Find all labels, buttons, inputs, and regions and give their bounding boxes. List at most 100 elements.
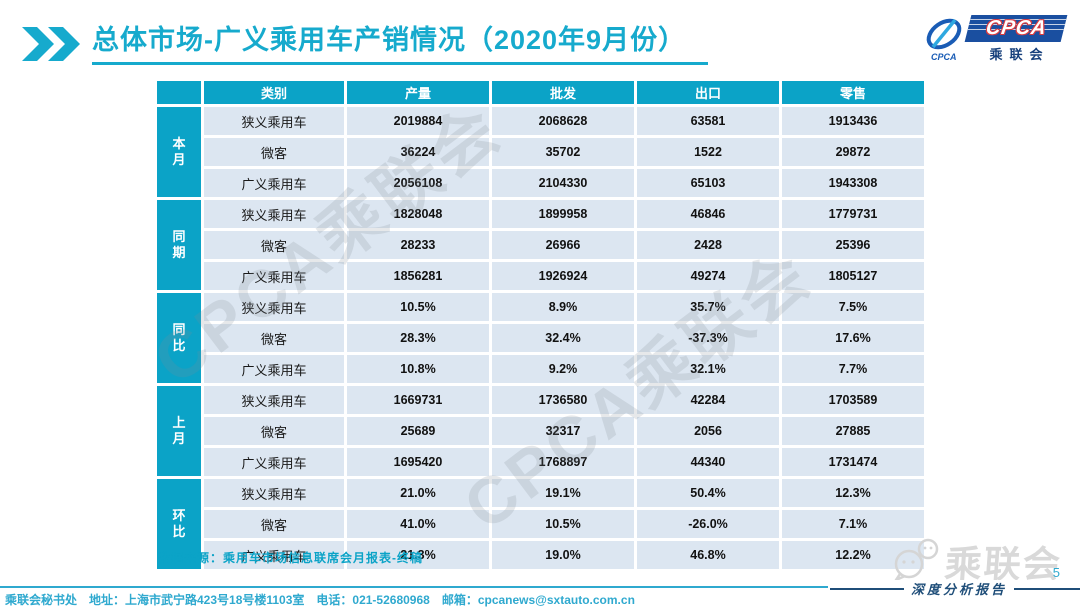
category-cell: 狭义乘用车 [204,386,344,414]
value-cell: 32317 [492,417,634,445]
value-cell: -37.3% [637,324,779,352]
value-cell: 36224 [347,138,489,166]
column-header: 批发 [492,81,634,104]
value-cell: 1805127 [782,262,924,290]
value-cell: 49274 [637,262,779,290]
table-row: 广义乘用车 10.8% 9.2% 32.1% 7.7% [157,355,924,383]
value-cell: -26.0% [637,510,779,538]
value-cell: 2056108 [347,169,489,197]
value-cell: 1669731 [347,386,489,414]
value-cell: 1703589 [782,386,924,414]
value-cell: 19.1% [492,479,634,507]
value-cell: 1522 [637,138,779,166]
table-row: 广义乘用车 1695420 1768897 44340 1731474 [157,448,924,476]
value-cell: 32.1% [637,355,779,383]
report-type-label: 深度分析报告 [827,580,1080,597]
value-cell: 7.1% [782,510,924,538]
cpca-badge-block: CPCA 乘联会 [964,15,1068,63]
value-cell: 1926924 [492,262,634,290]
value-cell: 63581 [637,107,779,135]
category-cell: 广义乘用车 [204,355,344,383]
value-cell: 44340 [637,448,779,476]
table-row: 环比狭义乘用车 21.0% 19.1% 50.4% 12.3% [157,479,924,569]
value-cell: 2056 [637,417,779,445]
value-cell: 10.8% [347,355,489,383]
table-body: 本月狭义乘用车 2019884 2068628 63581 1913436 微客 36224… [157,107,924,569]
value-cell: 10.5% [347,293,489,321]
column-header: 出口 [637,81,779,104]
category-cell: 狭义乘用车 [204,479,344,507]
value-cell: 1828048 [347,200,489,228]
value-cell: 50.4% [637,479,779,507]
table-row: 广义乘用车 1856281 1926924 49274 1805127 [157,262,924,290]
table-row: 微客 28233 26966 2428 25396 [157,231,924,259]
cpca-badge-text: CPCA [984,17,1048,39]
data-table: 类别 产量 批发 出口 零售 本月狭义乘用车 2019884 2068628 63581 191… [154,78,927,572]
category-cell: 广义乘用车 [204,448,344,476]
value-cell: 2019884 [347,107,489,135]
value-cell: 1943308 [782,169,924,197]
value-cell: 1899958 [492,200,634,228]
value-cell: 25396 [782,231,924,259]
category-cell: 微客 [204,510,344,538]
value-cell: 1779731 [782,200,924,228]
column-header: 类别 [204,81,344,104]
cpca-swoosh-icon: CPCA [926,18,962,62]
value-cell: 17.6% [782,324,924,352]
column-header: 零售 [782,81,924,104]
value-cell: 21.3% [347,541,489,569]
value-cell: 1913436 [782,107,924,135]
value-cell: 9.2% [492,355,634,383]
table-row: 微客 28.3% 32.4% -37.3% 17.6% [157,324,924,352]
footer-divider-line [0,586,1080,588]
table-wrap: 类别 产量 批发 出口 零售 本月狭义乘用车 2019884 2068628 63581 191… [154,78,927,572]
page-number: 5 [1052,565,1060,580]
value-cell: 27885 [782,417,924,445]
value-cell: 35702 [492,138,634,166]
category-cell: 狭义乘用车 [204,293,344,321]
value-cell: 2104330 [492,169,634,197]
value-cell: 46846 [637,200,779,228]
row-group-label: 环比 [157,479,201,569]
category-cell: 广义乘用车 [204,541,344,569]
value-cell: 28233 [347,231,489,259]
value-cell: 28.3% [347,324,489,352]
category-cell: 狭义乘用车 [204,200,344,228]
table-row: 同期狭义乘用车 1828048 1899958 46846 1779731 [157,200,924,290]
value-cell: 25689 [347,417,489,445]
table-row: 微客 25689 32317 2056 27885 [157,417,924,445]
row-group-label: 同期 [157,200,201,290]
value-cell: 32.4% [492,324,634,352]
value-cell: 7.7% [782,355,924,383]
page-title: 总体市场-广义乘用车产销情况（2020年9月份） [92,18,709,65]
value-cell: 1736580 [492,386,634,414]
value-cell: 41.0% [347,510,489,538]
double-chevron-icon [22,27,80,61]
value-cell: 46.8% [637,541,779,569]
category-cell: 微客 [204,138,344,166]
row-group-label: 本月 [157,107,201,197]
value-cell: 7.5% [782,293,924,321]
wechat-bubbles-icon [894,538,939,582]
table-row: 广义乘用车 21.3% 19.0% 46.8% 12.2% [157,541,924,569]
value-cell: 8.9% [492,293,634,321]
value-cell: 35.7% [637,293,779,321]
value-cell: 26966 [492,231,634,259]
category-cell: 狭义乘用车 [204,107,344,135]
table-row: 微客 41.0% 10.5% -26.0% 7.1% [157,510,924,538]
value-cell: 2428 [637,231,779,259]
row-group-label: 上月 [157,386,201,476]
category-cell: 微客 [204,417,344,445]
label-left-rule [829,587,904,590]
value-cell: 29872 [782,138,924,166]
cpca-cn-text: 乘联会 [989,47,1050,62]
row-group-label: 同比 [157,293,201,383]
category-cell: 广义乘用车 [204,169,344,197]
value-cell: 1768897 [492,448,634,476]
table-corner-cell [157,81,201,104]
table-head: 类别 产量 批发 出口 零售 [157,81,924,104]
footer-contact-info: 乘联会秘书处 地址：上海市武宁路423号18号楼1103室 电话：021-526… [5,593,635,607]
table-row: 广义乘用车 2056108 2104330 65103 1943308 [157,169,924,197]
value-cell: 19.0% [492,541,634,569]
table-row: 微客 36224 35702 1522 29872 [157,138,924,166]
